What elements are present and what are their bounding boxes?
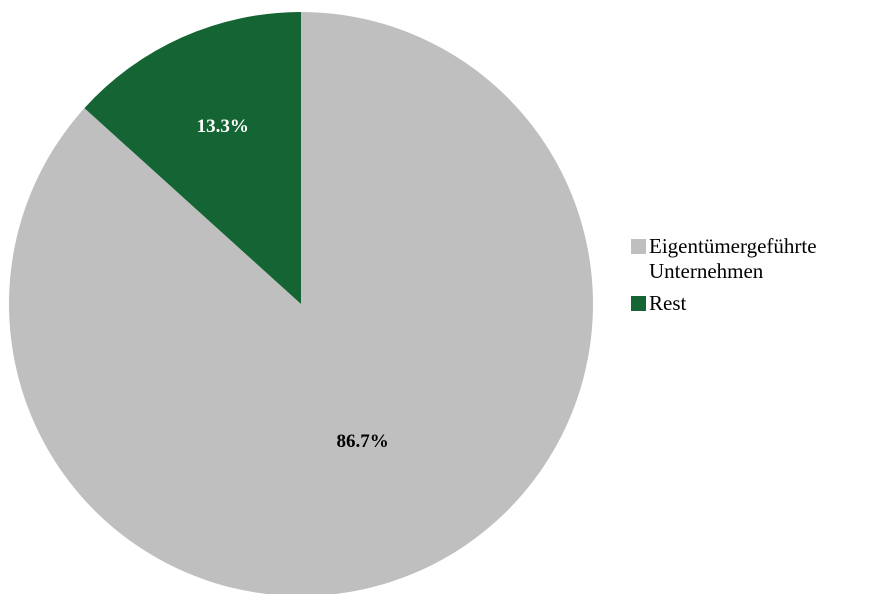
legend-label-eigentuemergefuehrte: Eigentümergeführte Unternehmen — [649, 234, 817, 283]
slice-labels: 86.7% 13.3% — [197, 116, 389, 452]
legend-item-eigentuemergefuehrte: Eigentümergeführte Unternehmen — [631, 234, 867, 284]
legend-label-rest: Rest — [649, 291, 687, 315]
pie-slices — [9, 12, 593, 594]
pie-slice-rest — [84, 12, 301, 304]
legend-swatch-eigentuemergefuehrte — [631, 239, 646, 254]
slice-label-eigentuemergefuehrte: 86.7% — [336, 431, 388, 452]
legend: Eigentümergeführte Unternehmen Rest — [631, 234, 867, 323]
slice-label-rest: 13.3% — [197, 116, 249, 137]
legend-item-rest: Rest — [631, 291, 867, 316]
pie-slice-eigentuemergefuehrte — [9, 12, 593, 594]
legend-swatch-rest — [631, 296, 646, 311]
